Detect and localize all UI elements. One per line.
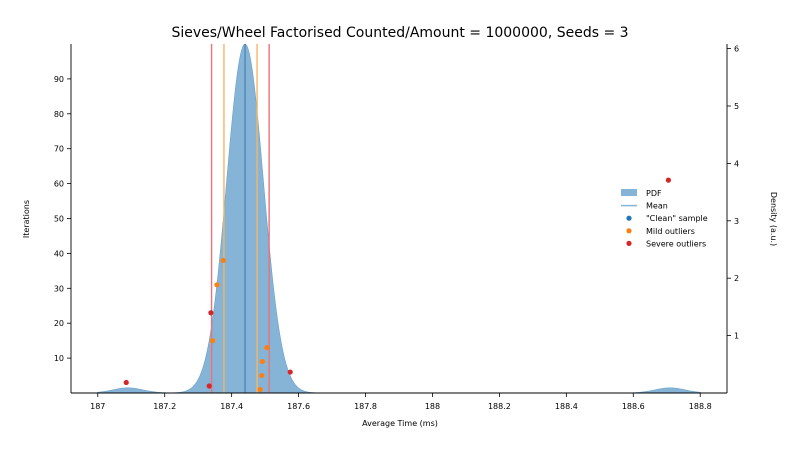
pdf-area: [97, 43, 701, 394]
y-tick-label: 50: [54, 215, 64, 224]
y2-tick-label: 5: [734, 102, 739, 111]
x-tick-label: 188.4: [555, 402, 578, 411]
y2-tick-label: 1: [734, 332, 739, 341]
x-tick-label: 188.8: [689, 402, 712, 411]
mild-outlier-point: [264, 345, 270, 351]
severe-outlier-point: [123, 379, 129, 386]
x-ticks: 187 187.2 187.4 187.6 187.8 188 188.2 188.4 188.…: [90, 393, 712, 411]
y-tick-label: 30: [54, 284, 64, 293]
x-axis-label: Average Time (ms): [362, 419, 438, 428]
legend-severe-swatch: [626, 240, 632, 246]
y-ticks: 10 20 30 40 50 60 70 80 90: [54, 75, 71, 363]
plot-area: [97, 43, 701, 394]
y2-tick-label: 6: [734, 45, 739, 54]
legend-pdf-swatch: [621, 189, 637, 196]
mild-outlier-point: [257, 386, 263, 393]
legend-label-mild: Mild outliers: [646, 227, 695, 236]
y-tick-label: 80: [54, 110, 64, 119]
legend-label-severe: Severe outliers: [646, 239, 706, 248]
y-axis-label: Iterations: [22, 200, 31, 238]
mild-outlier-point: [259, 358, 266, 365]
y2-ticks: 1 2 3 4 5 6: [727, 45, 739, 341]
mild-outlier-point: [209, 338, 216, 344]
mild-outlier-point: [220, 257, 226, 263]
y-tick-label: 90: [54, 75, 64, 84]
legend-clean-swatch: [626, 215, 632, 221]
legend-mild-swatch: [626, 228, 632, 234]
x-tick-label: 188: [425, 402, 440, 411]
mild-outlier-point: [259, 372, 265, 379]
x-tick-label: 187.4: [220, 402, 243, 411]
y-tick-label: 40: [54, 249, 64, 258]
y-tick-label: 70: [54, 145, 64, 154]
y-tick-label: 10: [54, 354, 64, 363]
mild-outlier-point: [214, 282, 220, 288]
x-tick-label: 187: [90, 402, 105, 411]
y-tick-label: 20: [54, 319, 64, 328]
legend-label-mean: Mean: [646, 202, 668, 211]
severe-outlier-point: [287, 369, 293, 375]
x-tick-label: 187.2: [153, 402, 176, 411]
legend-label-clean: "Clean" sample: [646, 214, 708, 223]
y2-tick-label: 2: [734, 274, 739, 283]
axes: 187 187.2 187.4 187.6 187.8 188 188.2 188.4 188.…: [54, 44, 739, 411]
legend-label-pdf: PDF: [646, 189, 662, 198]
x-tick-label: 188.6: [622, 402, 645, 411]
severe-outlier-point: [665, 177, 672, 183]
x-tick-label: 187.8: [354, 402, 377, 411]
sample-points: [123, 177, 672, 393]
chart-title: Sieves/Wheel Factorised Counted/Amount =…: [171, 25, 628, 41]
threshold-lines: [210, 44, 270, 393]
y-tick-label: 60: [54, 180, 64, 189]
y2-tick-label: 4: [734, 159, 739, 168]
severe-outlier-point: [206, 383, 212, 389]
y2-axis-label: Density (a.u.): [769, 192, 778, 246]
x-tick-label: 187.6: [287, 402, 310, 411]
y2-tick-label: 3: [734, 217, 739, 226]
legend: PDF Mean "Clean" sample Mild outliers Severe…: [621, 189, 708, 248]
severe-outlier-point: [208, 310, 214, 316]
x-tick-label: 188.2: [488, 402, 511, 411]
